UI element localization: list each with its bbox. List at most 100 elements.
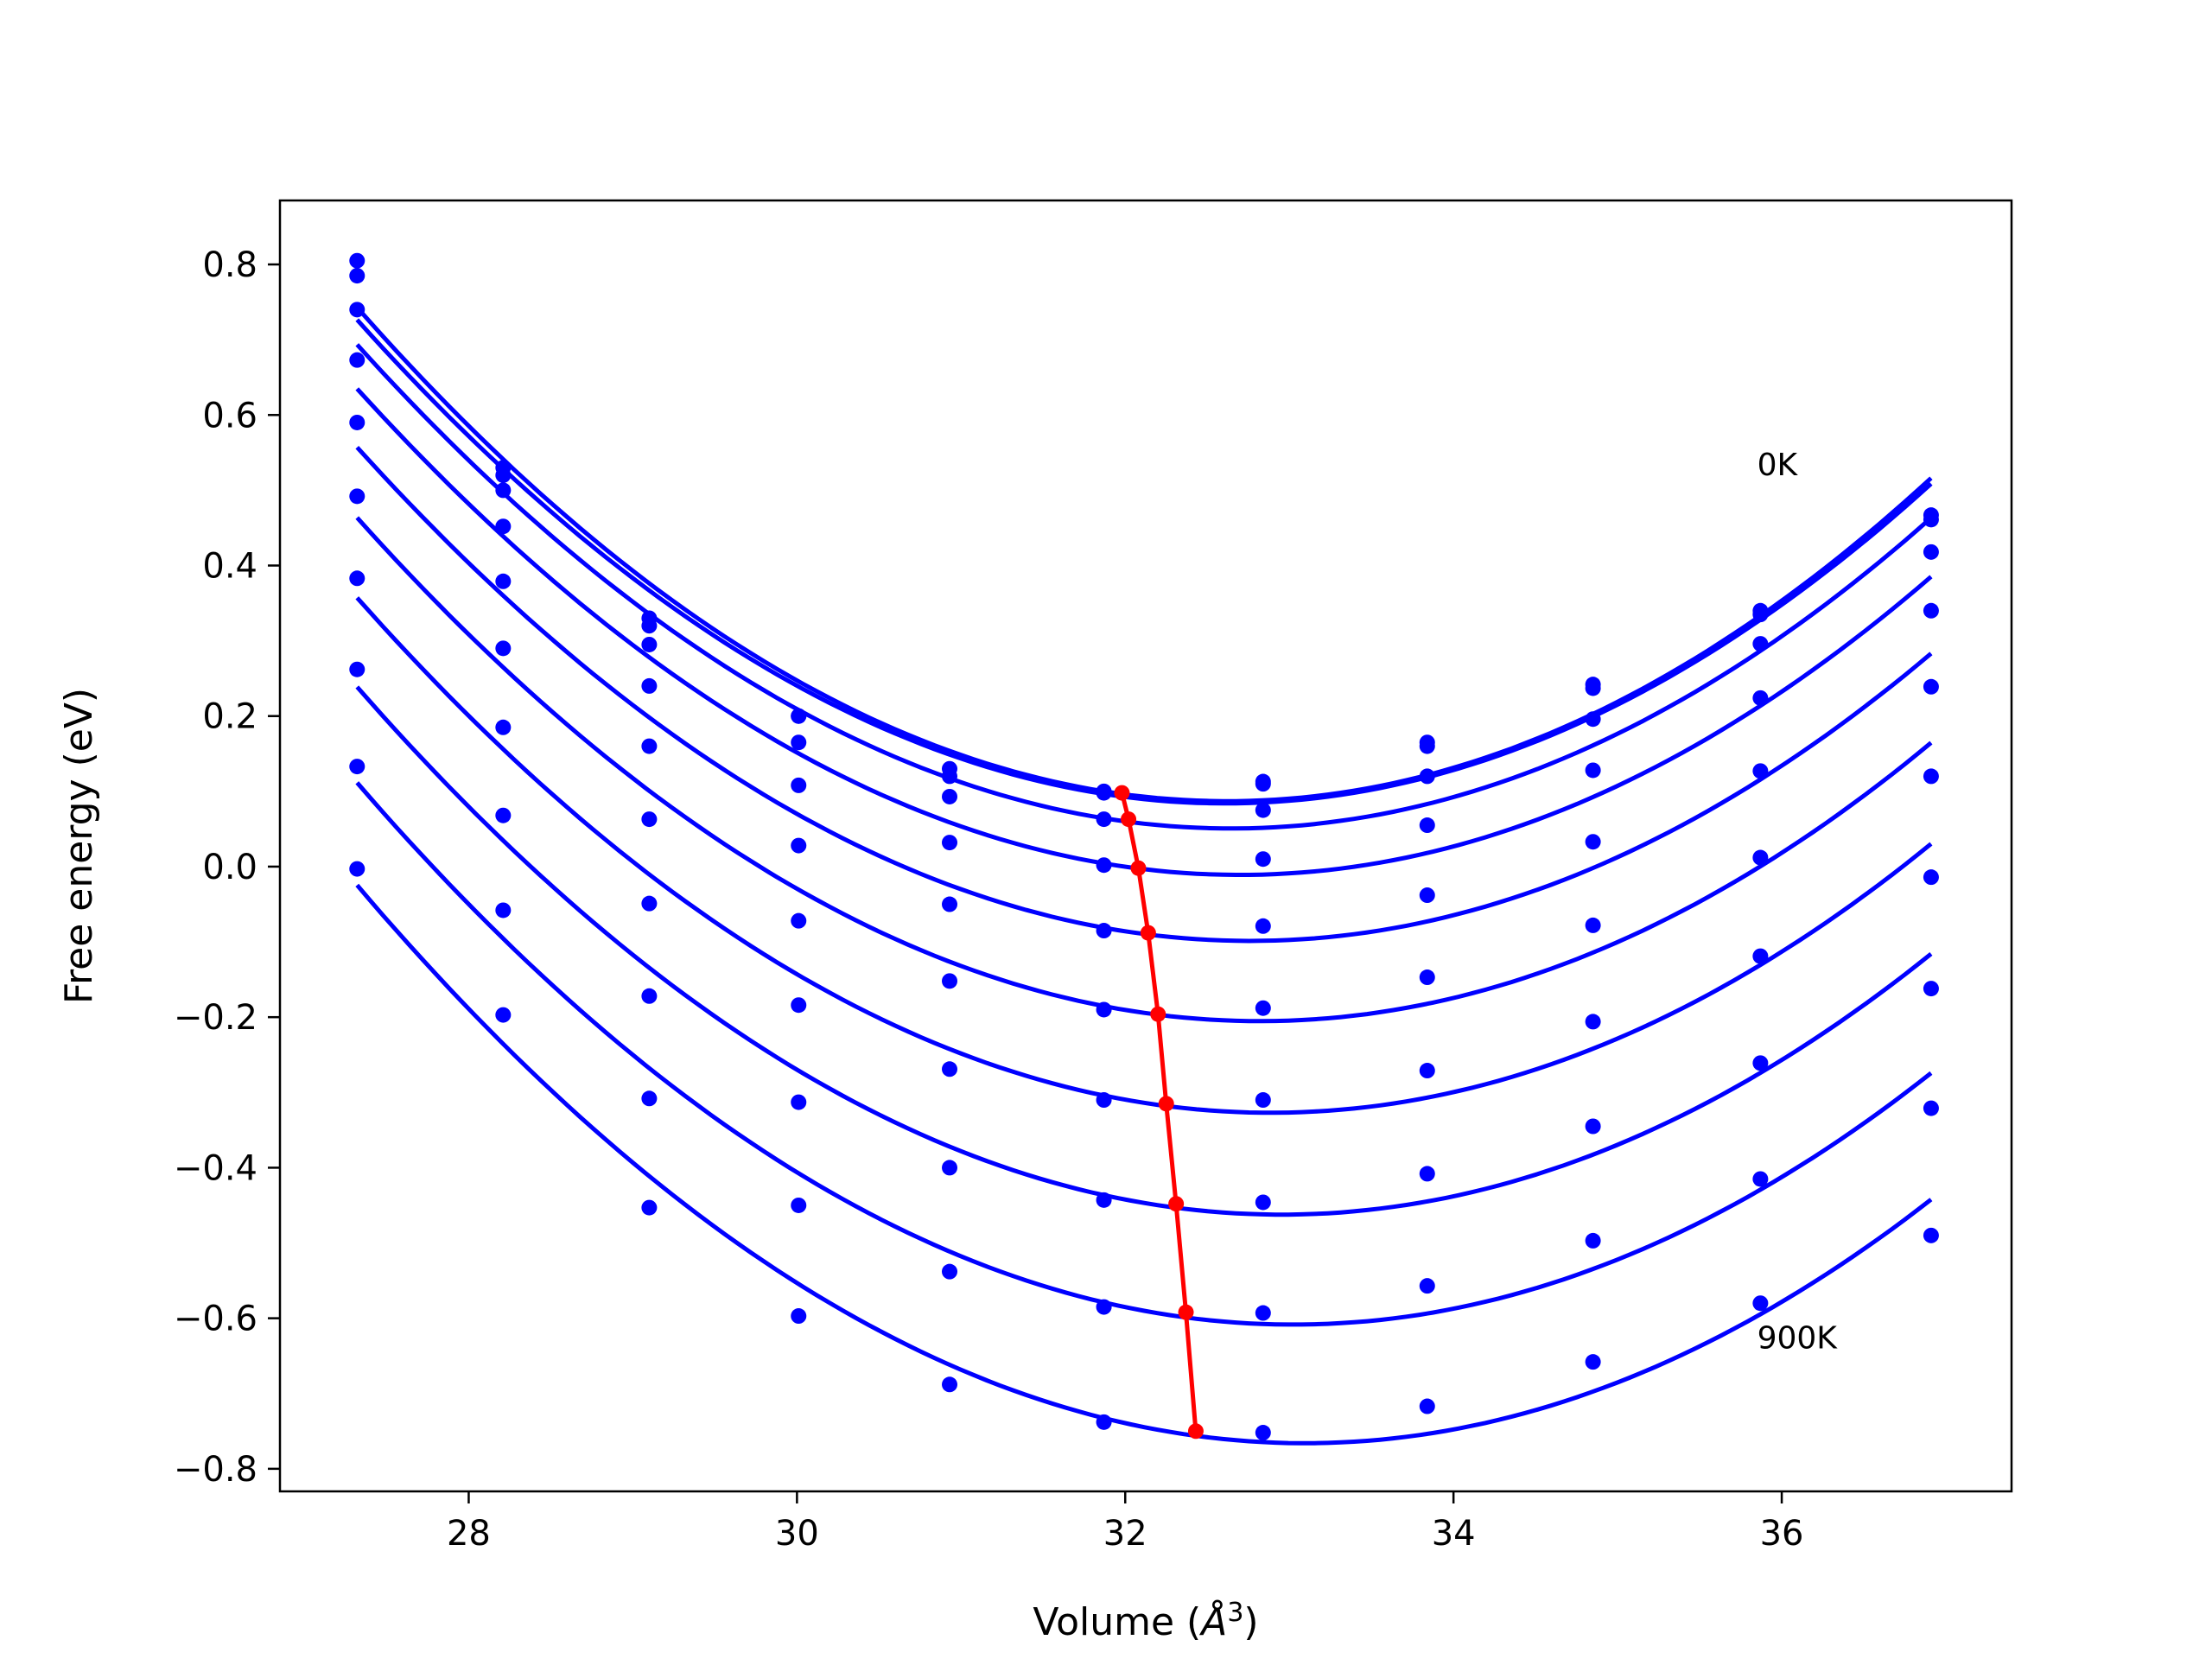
series-5-point-0 — [349, 488, 365, 505]
series-7-point-6 — [1255, 1194, 1271, 1211]
series-4-point-8 — [1585, 834, 1601, 850]
series-2-point-5 — [1096, 811, 1112, 828]
series-5-point-1 — [495, 640, 512, 657]
series-2-point-2 — [641, 636, 658, 652]
series-7-point-9 — [1752, 1055, 1769, 1071]
series-5-point-10 — [1923, 768, 1939, 785]
series-1-point-1 — [495, 467, 512, 483]
series-5-point-3 — [791, 912, 807, 929]
series-8-point-0 — [349, 759, 365, 775]
series-4-point-1 — [495, 573, 512, 589]
series-7-point-0 — [349, 661, 365, 677]
series-9-point-5 — [1096, 1414, 1112, 1430]
series-4-point-10 — [1923, 678, 1939, 695]
series-1-point-9 — [1752, 607, 1769, 623]
series-8-point-3 — [791, 1197, 807, 1213]
series-6-point-5 — [1096, 1092, 1112, 1109]
minimum-curve-layer — [1114, 785, 1204, 1440]
series-6-point-4 — [942, 1061, 958, 1077]
series-3-point-9 — [1752, 690, 1769, 706]
series-2-point-7 — [1419, 768, 1435, 785]
series-2-point-0 — [349, 302, 365, 318]
x-axis-label: Volume (Å3) — [1033, 1598, 1258, 1644]
series-6-point-1 — [495, 719, 512, 735]
y-tick-label-3: 0.2 — [202, 697, 257, 737]
series-9-point-10 — [1923, 1227, 1939, 1243]
series-6-point-6 — [1255, 1092, 1271, 1109]
series-9-point-1 — [495, 1007, 512, 1023]
series-5-point-7 — [1419, 969, 1435, 986]
minimum-point-6 — [1168, 1196, 1185, 1212]
series-8-point-1 — [495, 902, 512, 918]
minimum-point-2 — [1130, 860, 1147, 876]
y-tick-label-4: 0.0 — [202, 848, 257, 887]
series-6-point-0 — [349, 570, 365, 587]
y-axis-ticks: 0.8 0.6 0.4 0.2 0.0 −0.2 −0.4 −0.6 −0.8 — [174, 245, 280, 1490]
series-8-point-6 — [1255, 1305, 1271, 1321]
series-4-point-0 — [349, 414, 365, 430]
series-5-point-2 — [641, 811, 658, 828]
series-6-point-3 — [791, 997, 807, 1014]
series-6-point-2 — [641, 895, 658, 912]
series-line-7 — [355, 685, 1933, 1217]
series-line-0 — [355, 306, 1933, 804]
minimum-point-5 — [1158, 1096, 1174, 1112]
minimum-point-1 — [1121, 811, 1137, 828]
x-axis-ticks: 28 30 32 34 36 — [447, 1491, 1804, 1554]
y-tick-label-5: −0.2 — [174, 998, 257, 1038]
series-4-point-7 — [1419, 887, 1435, 904]
series-8-point-7 — [1419, 1278, 1435, 1294]
series-line-1 — [355, 318, 1933, 806]
series-9-point-2 — [641, 1199, 658, 1216]
series-0-point-0 — [349, 252, 365, 269]
y-tick-label-8: −0.8 — [174, 1450, 257, 1490]
series-3-point-6 — [1255, 851, 1271, 868]
annotation-0k: 0K — [1758, 448, 1799, 483]
series-1-point-2 — [641, 618, 658, 634]
series-9-point-8 — [1585, 1354, 1601, 1370]
series-6-point-7 — [1419, 1063, 1435, 1079]
series-4-point-2 — [641, 738, 658, 754]
series-3-point-4 — [942, 835, 958, 851]
series-3-point-3 — [791, 777, 807, 793]
series-3-point-1 — [495, 518, 512, 535]
minimum-point-8 — [1187, 1423, 1204, 1440]
series-3-point-7 — [1419, 817, 1435, 834]
series-7-point-7 — [1419, 1166, 1435, 1182]
series-9-point-6 — [1255, 1425, 1271, 1441]
series-2-point-10 — [1923, 543, 1939, 560]
series-8-point-2 — [641, 1090, 658, 1107]
series-1-point-7 — [1419, 738, 1435, 754]
series-4-point-9 — [1752, 763, 1769, 779]
series-2-point-3 — [791, 734, 807, 751]
series-5-point-8 — [1585, 917, 1601, 933]
series-8-point-8 — [1585, 1232, 1601, 1249]
series-5-point-5 — [1096, 1001, 1112, 1018]
plot-frame — [278, 199, 2013, 1493]
y-tick-label-2: 0.4 — [202, 547, 257, 587]
series-layer — [349, 252, 1939, 1446]
series-5-point-9 — [1752, 849, 1769, 866]
series-9-point-0 — [349, 861, 365, 877]
series-3-point-2 — [641, 677, 658, 694]
series-7-point-3 — [791, 1094, 807, 1110]
x-tick-label-3: 34 — [1432, 1514, 1476, 1554]
series-7-point-10 — [1923, 981, 1939, 997]
series-9-point-9 — [1752, 1295, 1769, 1312]
minimum-point-3 — [1140, 925, 1156, 941]
series-1-point-6 — [1255, 776, 1271, 792]
minimum-point-0 — [1114, 785, 1130, 801]
series-1-point-0 — [349, 268, 365, 284]
series-7-point-2 — [641, 988, 658, 1004]
series-8-point-5 — [1096, 1299, 1112, 1315]
y-tick-label-1: 0.6 — [202, 396, 257, 435]
annotation-900k: 900K — [1758, 1320, 1839, 1356]
minimum-point-4 — [1150, 1006, 1166, 1022]
series-7-point-4 — [942, 1160, 958, 1176]
series-5-point-6 — [1255, 1000, 1271, 1016]
series-8-point-4 — [942, 1263, 958, 1280]
series-1-point-8 — [1585, 680, 1601, 696]
series-9-point-4 — [942, 1376, 958, 1393]
series-6-point-9 — [1752, 948, 1769, 964]
